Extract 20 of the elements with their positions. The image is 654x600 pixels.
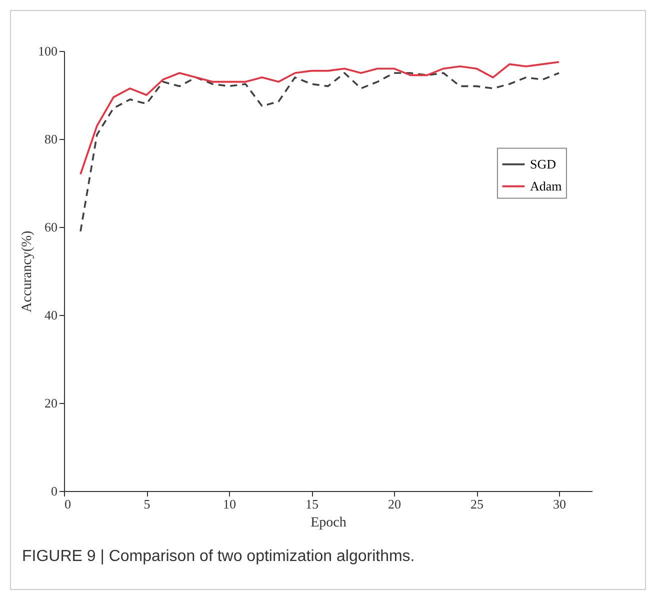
line-series <box>80 61 560 176</box>
y-tick-label: 80 <box>44 132 58 146</box>
x-axis-title: Epoch <box>310 516 346 530</box>
x-tick-label: 0 <box>64 496 71 512</box>
line-series <box>80 72 560 232</box>
y-axis-title: Accurancy(%) <box>20 230 35 312</box>
x-tick-label: 15 <box>306 496 318 512</box>
legend-label: SGD <box>530 156 556 172</box>
legend-label: Adam <box>530 178 562 194</box>
y-tick-label: 60 <box>44 220 58 234</box>
x-tick-label: 10 <box>223 496 236 512</box>
x-tick-label: 20 <box>388 496 401 512</box>
y-tick-label: 40 <box>44 308 58 322</box>
x-tick-label: 25 <box>470 496 484 512</box>
y-tick-label: 20 <box>44 396 58 410</box>
y-tick-label: 0 <box>51 484 58 498</box>
x-tick-label: 5 <box>144 496 150 512</box>
x-tick-label: 30 <box>553 496 566 512</box>
y-tick-label: 100 <box>38 44 58 58</box>
caption: FIGURE 9 | Comparison of two optimization algorithms. <box>22 548 415 566</box>
